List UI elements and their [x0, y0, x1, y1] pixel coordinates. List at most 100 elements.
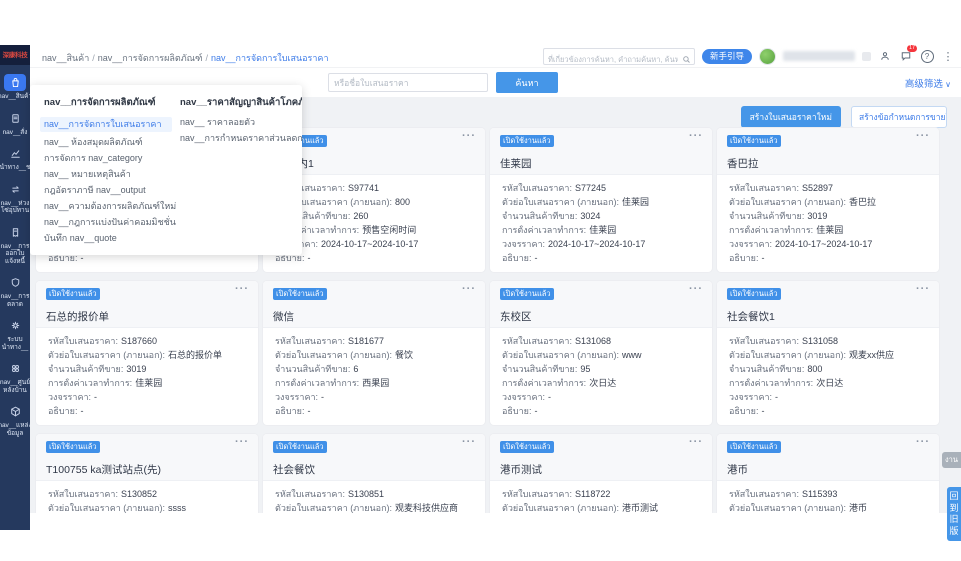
field-value: S187660: [120, 336, 158, 346]
sidebar-item-gear[interactable]: ระบบ นำทาง__: [0, 317, 30, 351]
field-cycle: วงจรราคา:-: [275, 392, 473, 402]
quote-card[interactable]: เปิดใช้งานแล้ว 社会餐饮1 รหัสใบเสนอราคา:S13105…: [717, 281, 939, 425]
breadcrumb-item[interactable]: nav__สินค้า: [42, 53, 90, 63]
field-label: จำนวนสินค้าที่ขาย:: [502, 211, 578, 221]
menu-item[interactable]: nav__กฎการแบ่งปันค่าคอมมิชชั่น: [44, 217, 176, 227]
card-more-icon[interactable]: [916, 436, 930, 448]
menu-item[interactable]: บันทึก nav__quote: [44, 233, 117, 243]
field-label: จำนวนสินค้าที่ขาย:: [48, 364, 124, 374]
quote-search-input[interactable]: [328, 73, 488, 92]
card-more-icon[interactable]: [235, 436, 249, 448]
contacts-icon[interactable]: [878, 49, 892, 63]
quote-card[interactable]: เปิดใช้งานแล้ว 东校区 รหัสใบเสนอราคา:S131068 ต…: [490, 281, 712, 425]
more-menu-icon[interactable]: [941, 49, 955, 63]
sidebar-item-invoice[interactable]: nav__การ ออกใบ แจ้งหนี้: [0, 224, 30, 266]
field-label: อธิบาย:: [275, 253, 305, 263]
sidebar-item-swap[interactable]: nav__ห่วง โซ่อุปทาน: [0, 181, 30, 215]
card-more-icon[interactable]: [462, 283, 476, 295]
batch-create-button[interactable]: สร้างข้อกำหนดการขายใหม่เป็นชุด: [851, 106, 947, 128]
quote-card[interactable]: เปิดใช้งานแล้ว 佳莱园 รหัสใบเสนอราคา:S77245 ตั…: [490, 128, 712, 272]
breadcrumb: nav__สินค้า / nav__การจัดการผลิตภัณฑ์ / nav_…: [42, 51, 329, 65]
menu-item[interactable]: กฎอัตราภาษี nav__output: [44, 185, 146, 195]
quote-card-body: รหัสใบเสนอราคา: S130851 ตัวย่อใบเสนอราคา (…: [263, 481, 485, 513]
card-more-icon[interactable]: [689, 436, 703, 448]
quote-card[interactable]: เปิดใช้งานแล้ว T100755 ka测试站点(先) รหัสใบเสน…: [36, 434, 258, 513]
field-code: รหัสใบเสนอราคา: S115393: [729, 489, 927, 499]
field-value: 3019: [807, 211, 828, 221]
quote-card[interactable]: เปิดใช้งานแล้ว 社会餐饮 รหัสใบเสนอราคา:S130851…: [263, 434, 485, 513]
status-badge: เปิดใช้งานแล้ว: [727, 441, 781, 453]
menu-item[interactable]: nav__ หมายเหตุสินค้า: [44, 169, 131, 179]
quote-title: 香巴拉: [727, 158, 759, 169]
status-badge: เปิดใช้งานแล้ว: [500, 135, 554, 147]
menu-col1-items: nav__การจัดการใบเสนอราคา nav__ ห้องสมุดผล…: [40, 117, 177, 244]
newbie-guide-button[interactable]: 新手引导: [701, 48, 752, 64]
sidebar-item-circles[interactable]: nav__ศูนย์ หลังบ้าน: [0, 360, 30, 394]
menu-item[interactable]: nav__ ราคาลอยตัว: [180, 117, 256, 127]
message-count-badge: 17: [907, 45, 917, 52]
global-search-input[interactable]: [543, 52, 682, 66]
menu-item[interactable]: nav__ความต้องการผลิตภัณฑ์ใหม่: [44, 201, 177, 211]
field-value: 2024-10-17~2024-10-17: [548, 239, 646, 249]
quote-card[interactable]: เปิดใช้งานแล้ว石总的报价单รหัสใบเสนอราคา:S1876…: [36, 281, 258, 425]
field-value: -: [80, 253, 84, 263]
field-value: 3019: [126, 364, 147, 374]
field-value: -: [534, 406, 538, 416]
field-label: วงจรราคา:: [502, 392, 546, 402]
field-value: 95: [580, 364, 591, 374]
field-label: ตัวย่อใบเสนอราคา (ภายนอก):: [275, 503, 393, 513]
quote-card[interactable]: เปิดใช้งานแล้ว 微信 รหัสใบเสนอราคา:S181677 ตั…: [263, 281, 485, 425]
field-value: S130852: [120, 489, 158, 499]
quote-card[interactable]: เปิดใช้งานแล้ว 香巴拉 รหัสใบเสนอราคา:S52897 ตั…: [717, 128, 939, 272]
quote-card[interactable]: เปิดใช้งานแล้ว港币测试รหัสใบเสนอราคา:S118722…: [490, 434, 712, 513]
field-value: 6: [353, 364, 359, 374]
work-side-tab[interactable]: งาน: [942, 452, 961, 468]
field-cycle: วงจรราคา:2024-10-17~2024-10-17: [502, 239, 700, 249]
sidebar-item-chart[interactable]: นำทาง__ช: [0, 145, 30, 172]
menu-item[interactable]: nav__การจัดการใบเสนอราคา: [40, 117, 172, 132]
breadcrumb-item[interactable]: nav__การจัดการใบเสนอราคา: [210, 53, 329, 63]
old-version-side-tab[interactable]: 回到旧版: [947, 487, 961, 541]
card-more-icon[interactable]: [462, 130, 476, 142]
field-value: S131068: [574, 336, 612, 346]
card-more-icon[interactable]: [462, 436, 476, 448]
search-button[interactable]: ค้นหา: [496, 72, 558, 93]
field-label: วงจรราคา:: [729, 392, 773, 402]
sidebar-item-label: nav__สั่ง: [2, 128, 28, 136]
card-more-icon[interactable]: [689, 130, 703, 142]
field-value: 佳莱园: [816, 225, 844, 235]
card-more-icon[interactable]: [916, 130, 930, 142]
sidebar-item-cube[interactable]: nav__แหล่ง ข้อมูล: [0, 403, 32, 437]
menu-item[interactable]: nav__ ห้องสมุดผลิตภัณฑ์: [44, 137, 143, 147]
advanced-filter-link[interactable]: 高级筛选: [905, 76, 951, 90]
breadcrumb-item[interactable]: nav__การจัดการผลิตภัณฑ์: [97, 53, 203, 63]
create-quote-button[interactable]: สร้างใบเสนอราคาใหม่: [740, 106, 841, 128]
username-blurred: [783, 51, 855, 61]
field-hours: การตั้งค่าเวลาทำการ: 佳莱园: [502, 225, 700, 235]
menu-col2-items: nav__ ราคาลอยตัว nav__การกำหนดราคาส่วนลดก…: [180, 117, 302, 144]
card-more-icon[interactable]: [916, 283, 930, 295]
help-icon[interactable]: [920, 49, 934, 63]
field-hours: การตั้งค่าเวลาทำการ: 佳莱园: [729, 225, 927, 235]
sidebar-item-shield[interactable]: nav__การ ตลาด: [0, 274, 30, 308]
menu-item[interactable]: การจัดการ nav_category: [44, 153, 143, 163]
messages-icon[interactable]: 17: [899, 45, 917, 63]
field-code: รหัสใบเสนอราคา: S130851: [275, 489, 473, 499]
card-more-icon[interactable]: [689, 283, 703, 295]
field-value: -: [94, 392, 98, 402]
card-more-icon[interactable]: [235, 283, 249, 295]
field-label: ตัวย่อใบเสนอราคา (ภายนอก):: [729, 503, 847, 513]
avatar[interactable]: [759, 47, 776, 65]
quote-card[interactable]: เปิดใช้งานแล้ว 港币 รหัสใบเสนอราคา:S115393 ตั…: [717, 434, 939, 513]
sidebar-item-doc[interactable]: nav__สั่ง: [0, 110, 30, 137]
field-code: รหัสใบเสนอราคา: S77245: [502, 183, 700, 193]
field-value: 餐饮: [395, 350, 414, 360]
field-code: รหัสใบเสนอราคา: S97741: [275, 183, 473, 193]
sidebar-item-bag[interactable]: nav__สินค้า: [0, 74, 32, 101]
field-qty: จำนวนสินค้าที่ขาย: 95: [502, 364, 700, 374]
menu-item[interactable]: nav__การกำหนดราคาส่วนลดการสั่งซื้อแบบเต็…: [180, 133, 302, 143]
field-abbr: ตัวย่อใบเสนอราคา (ภายนอก): 观麦科技供应商: [275, 503, 473, 513]
status-badge: เปิดใช้งานแล้ว: [273, 288, 327, 300]
field-value: 西果园: [362, 378, 390, 388]
quote-title: 港币: [727, 464, 748, 475]
